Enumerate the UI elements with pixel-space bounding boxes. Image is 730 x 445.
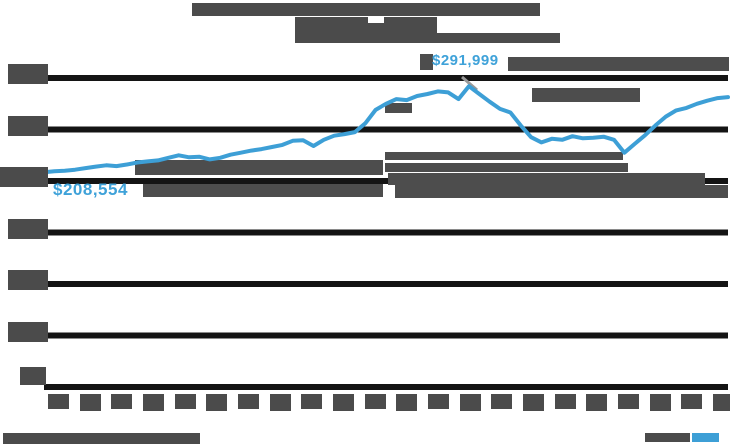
mosaic-artifact bbox=[395, 185, 728, 198]
x-axis-tick-redacted bbox=[554, 394, 576, 409]
chart-title-line1-redacted bbox=[192, 3, 540, 16]
mosaic-artifact bbox=[532, 88, 640, 102]
y-axis-label-redacted bbox=[8, 64, 48, 84]
start-value-label: $208,554 bbox=[53, 180, 128, 199]
source-attribution-redacted bbox=[3, 433, 200, 444]
gridline bbox=[44, 178, 728, 184]
gridline bbox=[44, 384, 728, 390]
x-axis-tick-redacted bbox=[238, 394, 259, 409]
x-axis-tick-redacted bbox=[301, 394, 323, 409]
x-axis-tick-redacted bbox=[491, 394, 513, 409]
x-axis-tick-redacted bbox=[206, 394, 228, 411]
gridline bbox=[44, 229, 728, 236]
brand-logo-accent-redacted bbox=[692, 433, 719, 442]
x-axis-tick-redacted bbox=[269, 394, 291, 411]
chart-title-line2-redacted bbox=[295, 33, 560, 43]
peak-leader-mark bbox=[461, 75, 478, 92]
y-axis-label-redacted bbox=[8, 321, 48, 342]
chart-title-line2-redacted bbox=[295, 17, 437, 36]
y-axis-label-redacted bbox=[20, 367, 46, 385]
price-line bbox=[42, 84, 730, 175]
gridline bbox=[44, 75, 728, 81]
x-axis-tick-redacted bbox=[79, 394, 101, 411]
mosaic-artifact bbox=[135, 160, 383, 175]
x-axis-tick-redacted bbox=[143, 394, 164, 411]
x-axis-tick-redacted bbox=[459, 394, 481, 411]
mosaic-artifact bbox=[385, 103, 412, 113]
x-axis-tick-redacted bbox=[428, 394, 449, 409]
x-axis-tick-redacted bbox=[523, 394, 544, 411]
mosaic-artifact bbox=[385, 163, 628, 172]
y-axis-label-redacted bbox=[8, 115, 48, 136]
mosaic-artifact bbox=[385, 152, 623, 160]
x-axis-tick-redacted bbox=[586, 394, 608, 411]
gridline bbox=[44, 281, 728, 287]
brand-logo-dark-redacted bbox=[645, 433, 690, 442]
x-axis-tick-redacted bbox=[48, 394, 69, 409]
mosaic-artifact bbox=[420, 54, 433, 70]
x-axis-tick-redacted bbox=[174, 394, 196, 409]
x-axis-tick-redacted bbox=[681, 394, 703, 409]
x-axis-tick-redacted bbox=[713, 394, 730, 411]
gridline bbox=[44, 126, 728, 133]
title-notch bbox=[368, 17, 384, 23]
gridline bbox=[44, 332, 728, 339]
mosaic-artifact bbox=[508, 57, 729, 71]
y-axis-label-redacted bbox=[8, 218, 48, 239]
x-axis-tick-redacted bbox=[649, 394, 671, 411]
mosaic-artifact bbox=[388, 173, 705, 185]
y-axis-label-redacted bbox=[8, 270, 48, 290]
peak-value-label: $291,999 bbox=[432, 52, 499, 69]
mosaic-artifact bbox=[143, 184, 383, 197]
x-axis-tick-redacted bbox=[333, 394, 354, 411]
x-axis-tick-redacted bbox=[111, 394, 133, 409]
y-axis-label-redacted bbox=[0, 167, 48, 187]
x-axis-tick-redacted bbox=[364, 394, 386, 409]
x-axis-tick-redacted bbox=[396, 394, 418, 411]
x-axis-tick-redacted bbox=[618, 394, 639, 409]
